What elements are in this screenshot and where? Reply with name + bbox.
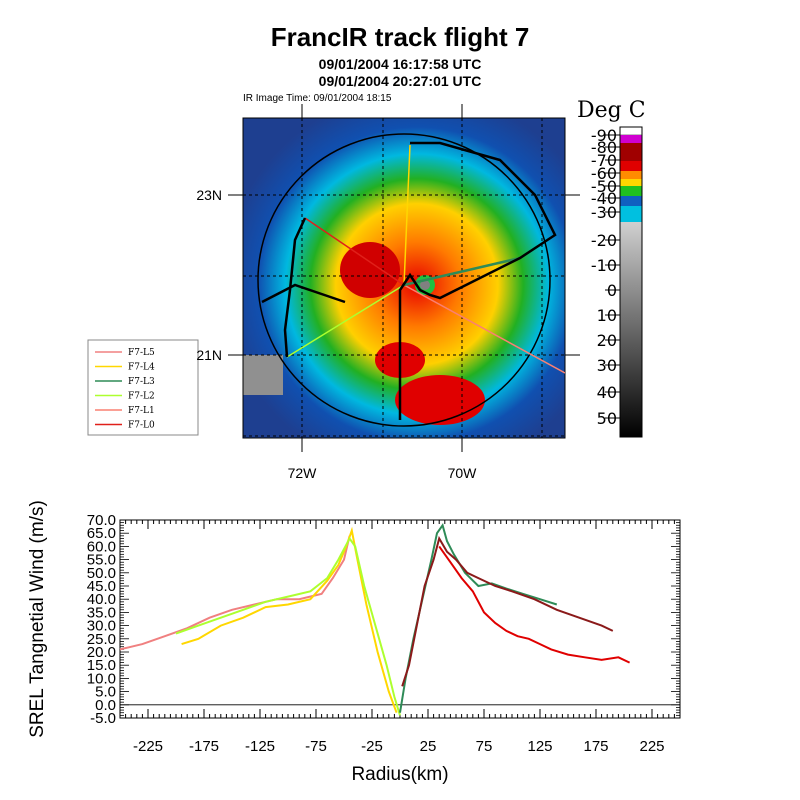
x-tick-label: -75 (305, 738, 327, 755)
legend-label: F7-L2 (128, 392, 155, 402)
legend-box: F7-L5 F7-L4 F7-L3 F7-L2 F7-L1 F7-L0 (87, 339, 199, 436)
colorbar-tick: 20 (597, 331, 617, 350)
y-tick-label: 0.0 (95, 697, 116, 714)
colorbar-tick: -50 (591, 177, 617, 196)
colorbar-tick: 40 (597, 383, 617, 402)
start-time: 09/01/2004 16:17:58 UTC (318, 56, 482, 72)
x-tick-label: 25 (420, 738, 437, 755)
lon-label: 72W (288, 465, 318, 481)
chart-title: FrancIR track flight 7 (270, 22, 530, 52)
x-tick-label: -125 (245, 738, 275, 755)
colorbar-tick: -10 (591, 256, 617, 275)
flight-track (398, 141, 557, 420)
series-line (438, 545, 631, 664)
x-tick-label: 175 (583, 738, 608, 755)
lon-label: 70W (448, 465, 478, 481)
y-tick-label: -5.0 (90, 710, 116, 727)
colorbar-title: Deg C (577, 98, 646, 123)
colorbar-tick: -20 (591, 231, 617, 250)
map-frame (242, 117, 566, 439)
track-l2 (286, 284, 405, 358)
colorbar-tick: -80 (591, 138, 617, 157)
x-tick-label: 75 (476, 738, 493, 755)
x-tick-label: -225 (133, 738, 163, 755)
colorbar-tick: 30 (597, 356, 617, 375)
colorbar-tick: -60 (591, 164, 617, 183)
x-axis-label: Radius(km) (351, 764, 448, 785)
y-tick-label: 10.0 (87, 670, 116, 687)
track-l3 (403, 256, 521, 287)
legend-label: F7-L1 (128, 406, 155, 416)
x-tick-label: 225 (639, 738, 664, 755)
y-tick-label: 60.0 (87, 538, 116, 555)
legend-label: F7-L5 (128, 348, 155, 358)
y-tick-label: 5.0 (95, 684, 116, 701)
plot-frame (119, 519, 681, 719)
y-tick-label: 30.0 (87, 618, 116, 635)
y-tick-label: 70.0 (87, 512, 116, 529)
series-line (119, 535, 351, 651)
series-line (399, 523, 558, 713)
legend-label: F7-L3 (128, 377, 155, 387)
x-tick-label: 125 (527, 738, 552, 755)
y-tick-label: 20.0 (87, 644, 116, 661)
legend-label: F7-L4 (128, 363, 155, 373)
ir-image-time: IR Image Time: 09/01/2004 18:15 (243, 93, 392, 104)
y-tick-label: 45.0 (87, 578, 116, 595)
x-tick-label: -175 (189, 738, 219, 755)
colorbar-tick: 10 (597, 306, 617, 325)
colorbar: -90-80-70-60-50-40-30 -20 -10 0 10 20 30 40 50 (591, 126, 643, 438)
y-tick-label: 35.0 (87, 604, 116, 621)
colorbar-tick: -70 (591, 151, 617, 170)
end-time: 09/01/2004 20:27:01 UTC (318, 73, 482, 89)
colorbar-tick: 0 (607, 281, 617, 300)
range-ring (257, 133, 551, 427)
series-line (175, 536, 401, 716)
colorbar-tick: -30 (591, 203, 617, 222)
colorbar-tick: -40 (591, 189, 617, 208)
y-axis-label: SREL Tangnetial Wind (m/s) (27, 500, 48, 738)
y-tick-label: 25.0 (87, 631, 116, 648)
colorbar-tick: 50 (597, 409, 617, 428)
y-tick-label: 15.0 (87, 657, 116, 674)
y-tick-label: 55.0 (87, 552, 116, 569)
series-line (401, 535, 614, 687)
y-tick-label: 65.0 (87, 525, 116, 542)
track-l1 (403, 284, 565, 374)
legend-label: F7-L0 (128, 421, 155, 431)
x-tick-label: -25 (361, 738, 383, 755)
series-line (181, 526, 398, 714)
track-l0 (304, 217, 405, 286)
colorbar-tick: -90 (591, 126, 617, 145)
track-l4 (403, 144, 411, 286)
lat-label: 21N (196, 347, 222, 363)
lat-label: 23N (196, 187, 222, 203)
y-tick-label: 40.0 (87, 591, 116, 608)
y-tick-label: 50.0 (87, 565, 116, 582)
